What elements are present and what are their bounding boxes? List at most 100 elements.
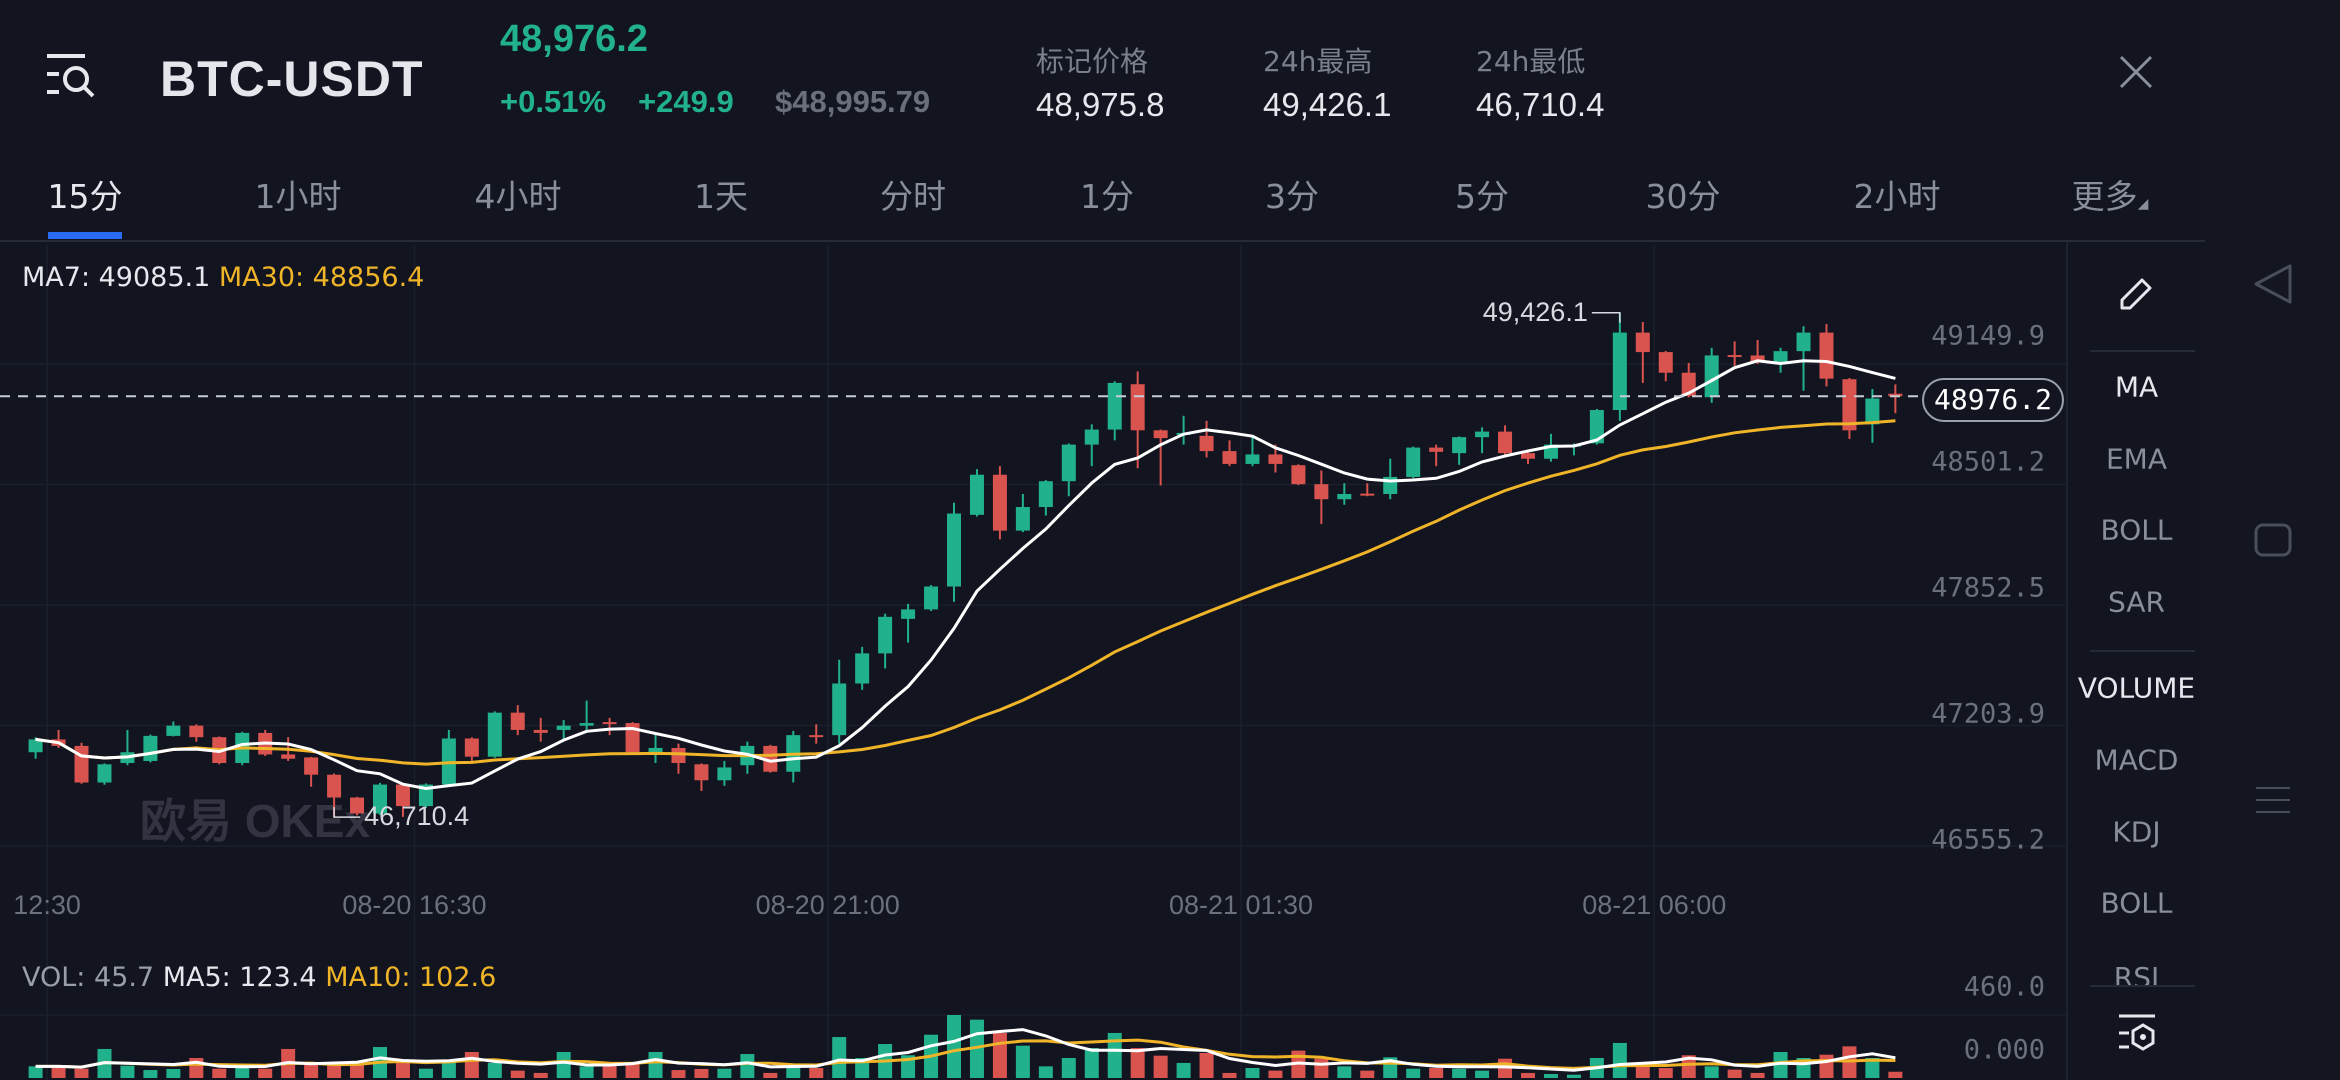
candle-body (1015, 507, 1030, 531)
close-icon[interactable] (2118, 54, 2154, 90)
y-tick: 46555.2 (1931, 824, 2045, 856)
divider (2090, 350, 2195, 352)
volume-bar (1681, 1055, 1696, 1078)
tab-15m[interactable]: 15分 (47, 177, 123, 216)
volume-bar (1429, 1068, 1444, 1078)
vol-y-tick: 460.0 (1963, 971, 2045, 1003)
volume-bar (1314, 1058, 1329, 1078)
indicator-sar[interactable]: SAR (2108, 585, 2165, 619)
candle-body (350, 797, 365, 814)
volume-bar (1727, 1069, 1742, 1078)
indicator-volume[interactable]: VOLUME (2077, 671, 2196, 705)
volume-bar (1360, 1070, 1375, 1078)
indicator-settings-icon[interactable] (2117, 1013, 2157, 1053)
y-tick: 48501.2 (1931, 446, 2045, 478)
home-square-icon[interactable] (2253, 520, 2293, 560)
volume-bar (464, 1051, 479, 1078)
volume-bar (694, 1068, 709, 1078)
indicator-boll-sub[interactable]: BOLL (2100, 886, 2173, 920)
indicator-kdj[interactable]: KDJ (2112, 815, 2161, 849)
candle-body (1796, 332, 1811, 352)
candle-body (1291, 465, 1306, 485)
tab-more[interactable]: 更多◢ (2072, 170, 2149, 218)
x-tick: 08-20 21:00 (755, 890, 900, 920)
candle-body (763, 745, 778, 772)
y-tick: 49149.9 (1931, 320, 2045, 352)
volume-bar (1038, 1066, 1053, 1078)
indicator-rsi[interactable]: RSI (2113, 961, 2160, 985)
tab-1m[interactable]: 1分 (1080, 177, 1134, 216)
candle-body (694, 764, 709, 781)
y-tick: 47852.5 (1931, 572, 2045, 604)
volume-bar (418, 1068, 433, 1078)
candle-body (1865, 398, 1880, 425)
indicator-ma[interactable]: MA (2114, 370, 2159, 404)
volume-bar (648, 1051, 663, 1078)
menu-search-icon[interactable] (45, 52, 101, 102)
usd-price: $48,995.79 (775, 84, 931, 119)
candle-body (809, 735, 824, 738)
low-marker-line (333, 807, 361, 818)
tab-2h[interactable]: 2小时 (1853, 177, 1941, 216)
caret-icon: ◢ (2137, 196, 2149, 212)
candle-body (304, 757, 319, 775)
volume-bar (304, 1064, 319, 1078)
ma7-legend: MA7: 49085.1 (22, 262, 211, 293)
tab-3m[interactable]: 3分 (1265, 177, 1319, 216)
tab-timeline[interactable]: 分时 (880, 177, 946, 216)
tab-1d[interactable]: 1天 (694, 177, 748, 216)
candle-body (1429, 447, 1444, 452)
volume-bar (1635, 1066, 1650, 1078)
volume-bar (1061, 1058, 1076, 1078)
volume-bar (1888, 1071, 1903, 1078)
tab-4h[interactable]: 4小时 (474, 177, 562, 216)
candle-body (1773, 351, 1788, 362)
volume-bar (579, 1066, 594, 1078)
volume-bar (763, 1072, 778, 1078)
indicator-boll[interactable]: BOLL (2100, 513, 2173, 547)
volume-bar (1084, 1048, 1099, 1078)
volume-bar (258, 1068, 273, 1078)
tab-30m[interactable]: 30分 (1645, 177, 1721, 216)
candle-body (969, 474, 984, 515)
volume-bar (556, 1051, 571, 1078)
tab-5m[interactable]: 5分 (1455, 177, 1509, 216)
volume-bar (1819, 1054, 1834, 1078)
active-tab-indicator (48, 232, 122, 239)
volume-bar (143, 1070, 158, 1078)
volume-bar (602, 1062, 617, 1078)
menu-lines-icon[interactable] (2253, 780, 2293, 820)
high-24h-value: 49,426.1 (1263, 86, 1392, 123)
candle-body (717, 767, 732, 781)
back-icon[interactable] (2250, 262, 2294, 306)
volume-bar (1337, 1066, 1352, 1078)
candle-body (1199, 435, 1214, 452)
volume-bar (1521, 1072, 1535, 1078)
low-24h-value: 46,710.4 (1476, 86, 1605, 123)
tab-more-label: 更多 (2071, 177, 2138, 216)
candle-body (533, 729, 548, 733)
candle-body (1704, 355, 1719, 398)
volume-legend: VOL: 45.7 MA5: 123.4 MA10: 102.6 (22, 962, 496, 993)
indicator-macd[interactable]: MACD (2094, 743, 2179, 777)
candle-body (1475, 431, 1490, 438)
ma-legend: MA7: 49085.1 MA30: 48856.4 (22, 262, 424, 293)
candle-body (1750, 355, 1765, 362)
volume-bar (740, 1054, 755, 1078)
indicator-ema[interactable]: EMA (2105, 442, 2167, 476)
tab-1h[interactable]: 1小时 (254, 177, 342, 216)
volume-bar (395, 1061, 410, 1078)
candle-body (924, 586, 939, 610)
volume-bar (1566, 1074, 1581, 1078)
candle-body (901, 609, 916, 619)
candle-body (1589, 410, 1604, 444)
pair-title[interactable]: BTC-USDT (160, 51, 424, 107)
draw-pencil-icon[interactable] (2116, 274, 2156, 314)
volume-bar (1153, 1055, 1168, 1078)
volume-bar (1268, 1070, 1283, 1078)
candle-body (1360, 493, 1375, 496)
high-24h-label: 24h最高 (1263, 45, 1373, 78)
candle-body (1521, 453, 1535, 459)
candlestick-chart[interactable] (0, 0, 2066, 1080)
volume-bar (235, 1068, 250, 1078)
